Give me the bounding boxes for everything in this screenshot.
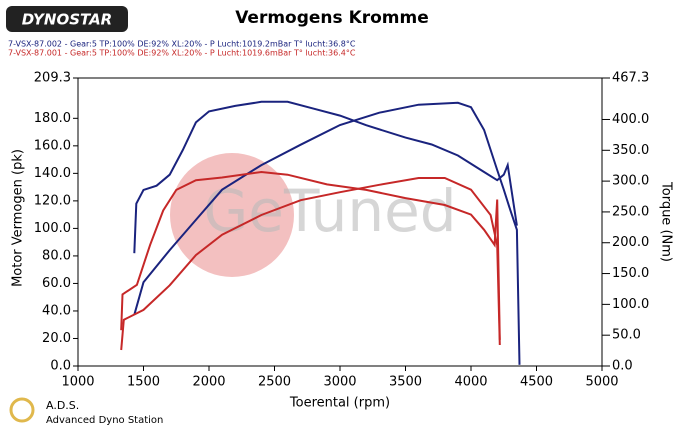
y2-tick-label: 350.0 <box>612 143 649 158</box>
y2-tick-label: 50.0 <box>612 328 641 343</box>
footer-subtitle: Advanced Dyno Station <box>46 415 163 426</box>
x-tick-label: 3500 <box>389 375 422 390</box>
y-tick-label: 209.3 <box>34 71 71 86</box>
y-tick-label: 0.0 <box>50 359 71 374</box>
watermark-circle <box>170 153 294 277</box>
x-tick-label: 4500 <box>520 375 553 390</box>
x-tick-label: 3000 <box>323 375 356 390</box>
legend-entry: 7-VSX-87.001 - Gear:5 TP:100% DE:92% XL:… <box>8 49 356 58</box>
series-line <box>133 100 518 254</box>
y2-axis-label: Torque (Nm) <box>659 181 674 262</box>
x-axis-label: Toerental (rpm) <box>289 396 390 411</box>
x-tick-label: 1500 <box>127 375 160 390</box>
legend-entry: 7-VSX-87.002 - Gear:5 TP:100% DE:92% XL:… <box>8 40 356 49</box>
series-line <box>120 170 501 340</box>
x-tick-label: 5000 <box>585 375 618 390</box>
y-tick-label: 100.0 <box>34 221 71 236</box>
logo: DYNOSTAR <box>22 11 112 29</box>
y2-tick-label: 250.0 <box>612 204 649 219</box>
series-line <box>120 177 501 351</box>
x-tick-label: 2500 <box>258 375 291 390</box>
watermark: GeTuned <box>203 177 456 245</box>
y-axis-label: Motor Vermogen (pk) <box>11 149 26 287</box>
y2-tick-label: 300.0 <box>612 174 649 189</box>
y-tick-label: 120.0 <box>34 193 71 208</box>
y2-tick-label: 100.0 <box>612 297 649 312</box>
y2-tick-label: 200.0 <box>612 235 649 250</box>
logo-box <box>6 6 128 32</box>
footer-logo <box>9 397 35 423</box>
y2-tick-label: 150.0 <box>612 266 649 281</box>
y2-tick-label: 0.0 <box>612 359 633 374</box>
x-tick-label: 1000 <box>61 375 94 390</box>
y2-tick-label: 467.3 <box>612 71 649 86</box>
y-tick-label: 160.0 <box>34 138 71 153</box>
y-tick-label: 80.0 <box>42 248 71 263</box>
y-tick-label: 60.0 <box>42 276 71 291</box>
x-tick-label: 4000 <box>454 375 487 390</box>
chart-title: Vermogens Kromme <box>235 8 429 28</box>
x-tick-label: 2000 <box>192 375 225 390</box>
y2-tick-label: 400.0 <box>612 112 649 127</box>
y-tick-label: 40.0 <box>42 303 71 318</box>
y-tick-label: 140.0 <box>34 166 71 181</box>
y-tick-label: 20.0 <box>42 331 71 346</box>
y-tick-label: 180.0 <box>34 111 71 126</box>
series-line <box>133 101 521 365</box>
footer-title: A.D.S. <box>46 399 79 412</box>
